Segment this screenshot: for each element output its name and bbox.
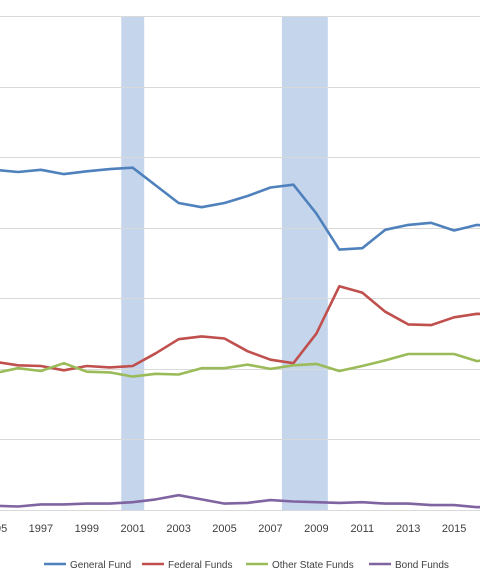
series-line-other-state-funds [0, 352, 480, 378]
series-line-general-fund [0, 166, 480, 251]
gridlines-layer [0, 16, 480, 511]
recession-shading-layer [121, 16, 328, 510]
legend-label-bond-funds: Bond Funds [395, 560, 449, 571]
x-tick-label: 1997 [29, 523, 53, 535]
legend-label-general-fund: General Fund [70, 560, 131, 571]
legend: General Fund Federal Funds Other State Fun… [44, 560, 449, 571]
x-tick-label: 2007 [258, 523, 282, 535]
x-tick-label: 2003 [166, 523, 190, 535]
recession-band-2 [281, 16, 328, 510]
recession-band-1 [121, 16, 145, 510]
x-tick-label: 2011 [350, 523, 374, 535]
legend-label-federal-funds: Federal Funds [168, 560, 232, 571]
x-tick-label: 2015 [442, 523, 466, 535]
x-tick-label: 2001 [120, 523, 144, 535]
series-lines-layer [0, 166, 480, 509]
x-tick-label: 1995 [0, 523, 7, 535]
series-line-bond-funds [0, 493, 480, 509]
series-line-federal-funds [0, 284, 480, 372]
x-tick-label: 1999 [75, 523, 99, 535]
legend-label-other-state-funds: Other State Funds [272, 560, 354, 571]
x-tick-label: 2013 [396, 523, 420, 535]
x-tick-label: 2009 [304, 523, 328, 535]
x-axis: 1995 1997 1999 2001 2003 2005 2007 2009 2011 2013… [0, 523, 466, 535]
x-tick-label: 2005 [212, 523, 236, 535]
